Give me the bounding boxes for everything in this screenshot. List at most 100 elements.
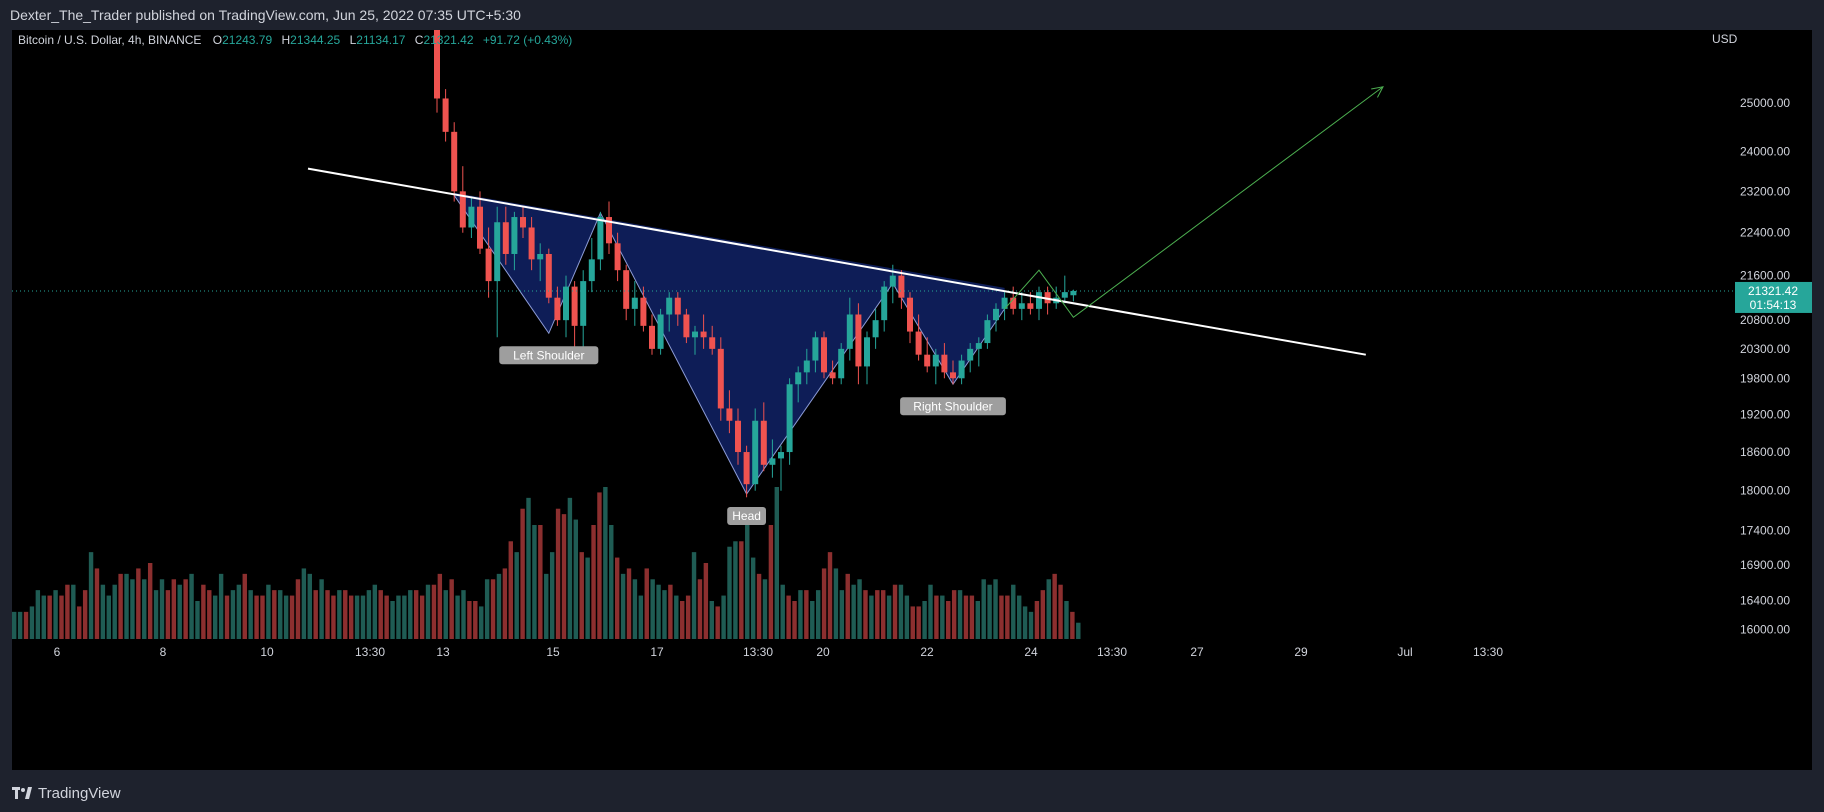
volume-bar xyxy=(538,525,543,639)
volume-bar xyxy=(301,568,307,639)
volume-bar xyxy=(437,573,443,639)
pattern-label-text: Head xyxy=(732,509,761,523)
candle xyxy=(924,354,931,367)
volume-bar xyxy=(697,579,703,639)
candle xyxy=(640,297,647,326)
time-axis[interactable]: 6 8 10 13:30 13 15 17 13:30 20 22 24 13:30 27 29 Jul 13… xyxy=(54,645,1504,659)
volume-bar xyxy=(951,590,957,639)
time-tick: 27 xyxy=(1190,645,1204,659)
volume-bar xyxy=(419,595,425,639)
candle xyxy=(1070,290,1077,296)
volume-bar xyxy=(35,590,41,639)
price-tick: 21600.00 xyxy=(1740,269,1790,283)
candle xyxy=(434,21,440,99)
candle xyxy=(778,452,784,459)
candle xyxy=(932,354,939,367)
volume-bar xyxy=(59,595,64,639)
legend-open: 21243.79 xyxy=(222,33,272,47)
volume-bar xyxy=(147,563,153,639)
price-axis-ticks: 25000.00 24000.00 23200.00 22400.00 21600.00… xyxy=(1740,96,1790,636)
candle xyxy=(459,191,466,228)
volume-bar xyxy=(354,595,360,639)
pattern-label-text: Right Shoulder xyxy=(913,399,992,413)
target-projection xyxy=(1004,86,1384,319)
volume-bar xyxy=(283,595,289,639)
volume-bar xyxy=(963,595,969,639)
volume-bar xyxy=(390,601,395,639)
volume-bar xyxy=(567,497,573,639)
price-tick: 18000.00 xyxy=(1740,484,1790,498)
target-arrowhead xyxy=(1371,86,1384,98)
volume-bar xyxy=(278,590,283,639)
volume-bar xyxy=(218,573,224,639)
candle xyxy=(683,314,690,338)
footer: TradingView xyxy=(0,774,1824,812)
volume-bar xyxy=(709,601,714,639)
candle xyxy=(1018,303,1025,309)
candle xyxy=(958,360,965,379)
pattern-label-bg xyxy=(499,346,599,365)
candle xyxy=(803,360,810,373)
price-tick: 18600.00 xyxy=(1740,445,1790,459)
candle xyxy=(993,308,999,321)
volume-bar xyxy=(863,590,868,639)
time-tick: 13:30 xyxy=(1097,645,1127,659)
chart-frame[interactable]: Left Shoulder Head Right Shoulder Bitcoin … xyxy=(12,14,1812,770)
time-tick: 13:30 xyxy=(743,645,773,659)
volume-bar xyxy=(413,590,419,639)
volume-bar xyxy=(656,584,661,639)
price-tick: 19800.00 xyxy=(1740,371,1790,385)
volume-bar xyxy=(626,568,632,639)
candle xyxy=(657,314,664,349)
price-tick: 20800.00 xyxy=(1740,313,1790,327)
volume-bar xyxy=(408,590,413,639)
pattern-label: Head xyxy=(727,507,766,526)
volume-bar xyxy=(106,595,111,639)
candle xyxy=(580,281,587,326)
candle xyxy=(752,420,759,485)
candlestick-chart[interactable]: Left Shoulder Head Right Shoulder Bitcoin … xyxy=(12,14,1812,770)
volume-bar xyxy=(431,584,437,639)
volume-bar xyxy=(910,606,915,639)
volume-bar xyxy=(745,525,750,639)
volume-bar xyxy=(71,584,76,639)
time-tick: 10 xyxy=(260,645,274,659)
volume-layer xyxy=(12,487,1081,639)
legend-low: 21134.17 xyxy=(356,33,405,47)
volume-bar xyxy=(609,525,614,639)
candle xyxy=(726,408,733,421)
volume-bar xyxy=(201,584,206,639)
volume-bar xyxy=(869,595,874,639)
candle xyxy=(442,98,449,132)
volume-bar xyxy=(940,595,945,639)
volume-bar xyxy=(1058,584,1063,639)
volume-bar xyxy=(124,573,129,639)
volume-bar xyxy=(993,579,998,639)
time-tick: 13:30 xyxy=(1473,645,1503,659)
volume-bar xyxy=(348,595,354,639)
volume-bar xyxy=(236,584,242,639)
candle xyxy=(623,270,630,309)
candle xyxy=(545,253,552,298)
candle xyxy=(614,243,621,271)
volume-bar xyxy=(313,590,318,639)
price-axis[interactable]: USD 25000.00 24000.00 23200.00 22400.00 2160… xyxy=(1712,32,1812,637)
volume-bar xyxy=(644,568,649,639)
volume-bar xyxy=(727,546,732,639)
volume-bar xyxy=(774,487,780,639)
volume-bar xyxy=(999,595,1004,639)
volume-bar xyxy=(153,590,159,639)
volume-bar xyxy=(851,584,856,639)
volume-bar xyxy=(484,579,490,639)
chart-legend: Bitcoin / U.S. Dollar, 4h, BINANCE O2124… xyxy=(18,33,572,47)
legend-open-label: O xyxy=(213,33,222,47)
volume-bar xyxy=(549,552,555,639)
volume-bar xyxy=(532,525,537,639)
volume-bar xyxy=(638,595,644,639)
current-price-value: 21321.42 xyxy=(1748,284,1798,298)
volume-bar xyxy=(934,595,939,639)
neckline-trendline xyxy=(307,167,1366,356)
price-tick: 24000.00 xyxy=(1740,144,1790,158)
volume-bar xyxy=(1005,595,1010,639)
time-tick: 8 xyxy=(160,645,167,659)
